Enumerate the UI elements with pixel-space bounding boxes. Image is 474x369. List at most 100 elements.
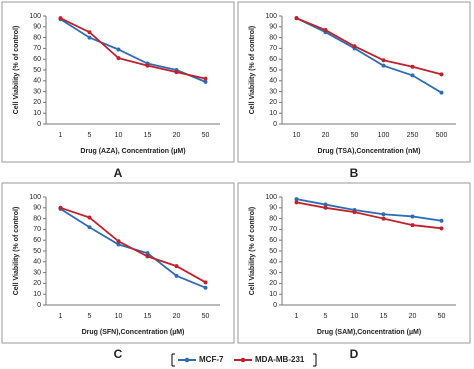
x-tick-label: 5 — [88, 313, 92, 320]
data-point — [174, 264, 179, 269]
panel-label: A — [114, 166, 123, 180]
y-tick-label: 100 — [265, 194, 277, 201]
x-tick-label: 250 — [407, 132, 419, 139]
data-point — [145, 254, 150, 259]
series-line — [60, 17, 206, 80]
data-point — [87, 35, 92, 40]
y-tick-label: 40 — [269, 259, 277, 266]
y-tick-label: 70 — [269, 45, 277, 52]
y-tick-label: 60 — [33, 237, 41, 244]
data-point — [410, 73, 415, 78]
y-tick-label: 20 — [269, 99, 277, 106]
series-line — [296, 17, 442, 94]
panel-label: B — [350, 166, 359, 180]
y-tick-label: 50 — [269, 248, 277, 255]
data-point — [58, 205, 63, 210]
data-point — [145, 251, 150, 256]
data-point — [116, 242, 121, 247]
y-tick-label: 0 — [273, 121, 277, 128]
data-point — [116, 56, 121, 61]
data-point — [145, 63, 150, 68]
y-tick-label: 0 — [37, 121, 41, 128]
y-tick-label: 20 — [33, 99, 41, 106]
data-point — [174, 273, 179, 278]
panel-frame — [237, 182, 471, 344]
data-point — [203, 79, 208, 84]
y-tick-label: 30 — [33, 88, 41, 95]
data-point — [439, 90, 444, 95]
y-tick-label: 10 — [33, 291, 41, 298]
data-point — [87, 30, 92, 35]
y-tick-label: 80 — [33, 215, 41, 222]
y-axis-label: Cell Viability (% of control) — [249, 207, 256, 296]
x-tick-label: 20 — [322, 132, 330, 139]
y-axis-label: Cell Viability (% of control) — [13, 26, 20, 115]
y-tick-label: 0 — [37, 302, 41, 309]
data-point — [203, 76, 208, 81]
x-tick-label: 15 — [144, 313, 152, 320]
y-tick-label: 60 — [269, 56, 277, 63]
y-tick-label: 70 — [269, 226, 277, 233]
legend-label: MDA-MB-231 — [255, 355, 305, 364]
panel-frame — [1, 1, 235, 163]
x-tick-label: 10 — [115, 132, 123, 139]
x-tick-label: 5 — [88, 132, 92, 139]
x-tick-label: 1 — [59, 132, 63, 139]
data-point — [116, 239, 121, 244]
x-tick-label: 5 — [324, 313, 328, 320]
x-tick-label: 15 — [380, 313, 388, 320]
x-tick-label: 1 — [295, 313, 299, 320]
y-tick-label: 100 — [265, 13, 277, 20]
data-point — [381, 216, 386, 221]
data-point — [294, 200, 299, 205]
x-tick-label: 50 — [202, 313, 210, 320]
data-point — [410, 223, 415, 228]
x-tick-label: 20 — [409, 313, 417, 320]
y-axis-label: Cell Viability (% of control) — [13, 207, 20, 296]
legend-label: MCF-7 — [199, 355, 224, 364]
y-tick-label: 80 — [33, 34, 41, 41]
y-tick-label: 100 — [29, 194, 41, 201]
x-tick-label: 500 — [436, 132, 448, 139]
series-line — [60, 206, 206, 284]
x-axis-label: Drug (AZA), Concentration (µM) — [80, 148, 185, 155]
legend-marker — [240, 357, 246, 363]
y-tick-label: 10 — [33, 110, 41, 117]
x-tick-label: 15 — [144, 132, 152, 139]
x-tick-label: 50 — [351, 132, 359, 139]
y-tick-label: 20 — [33, 280, 41, 287]
data-point — [439, 72, 444, 77]
y-tick-label: 60 — [33, 56, 41, 63]
data-point — [87, 225, 92, 230]
data-point — [352, 210, 357, 215]
data-point — [410, 64, 415, 69]
x-axis-label: Drug (SAM),Concentration (µM) — [317, 329, 421, 336]
y-tick-label: 90 — [33, 205, 41, 212]
y-tick-label: 0 — [273, 302, 277, 309]
y-tick-label: 30 — [269, 269, 277, 276]
y-tick-label: 80 — [269, 215, 277, 222]
data-point — [87, 215, 92, 220]
panel-frame — [1, 182, 235, 344]
data-point — [439, 226, 444, 231]
x-tick-label: 1 — [59, 313, 63, 320]
y-tick-label: 60 — [269, 237, 277, 244]
x-axis-label: Drug (TSA),Concentration (nM) — [317, 148, 420, 155]
y-tick-label: 70 — [33, 226, 41, 233]
data-point — [410, 214, 415, 219]
data-point — [323, 205, 328, 210]
x-tick-label: 100 — [378, 132, 390, 139]
panel-label: D — [350, 347, 359, 361]
y-tick-label: 70 — [33, 45, 41, 52]
y-tick-label: 50 — [269, 67, 277, 74]
y-tick-label: 50 — [33, 248, 41, 255]
y-tick-label: 30 — [33, 269, 41, 276]
data-point — [381, 212, 386, 217]
x-tick-label: 20 — [173, 132, 181, 139]
data-point — [203, 285, 208, 290]
series-line — [296, 198, 442, 222]
data-point — [174, 70, 179, 75]
y-axis-label: Cell Viability (% of control) — [249, 26, 256, 115]
x-tick-label: 10 — [115, 313, 123, 320]
